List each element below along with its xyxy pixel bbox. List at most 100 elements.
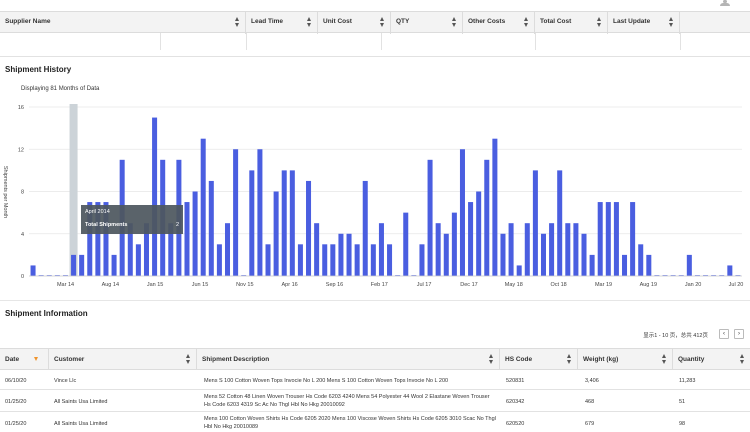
bar[interactable] <box>265 244 271 276</box>
bar[interactable] <box>484 159 490 276</box>
bar[interactable] <box>257 149 263 276</box>
column-hs-code[interactable]: HS Code <box>500 349 578 370</box>
table-row[interactable]: 01/25/20 All Saints Usa Limited Mens 52 … <box>0 390 750 412</box>
bar[interactable] <box>646 254 652 277</box>
bar[interactable] <box>557 170 563 277</box>
bar[interactable] <box>289 170 295 277</box>
bar[interactable] <box>435 223 441 276</box>
bar[interactable] <box>200 138 206 276</box>
column-lead-time[interactable]: Lead Time <box>246 12 318 34</box>
bar[interactable] <box>30 265 36 276</box>
column-weight[interactable]: Weight (kg) <box>578 349 673 370</box>
sort-icon[interactable] <box>489 354 494 365</box>
column-other-costs[interactable]: Other Costs <box>463 12 535 34</box>
bar[interactable] <box>589 254 595 277</box>
bar[interactable] <box>338 233 344 276</box>
sort-desc-icon[interactable] <box>34 357 38 361</box>
bar[interactable] <box>686 254 692 277</box>
user-icon[interactable] <box>720 0 730 6</box>
bar[interactable] <box>451 212 457 277</box>
bar[interactable] <box>54 275 60 276</box>
sort-icon[interactable] <box>524 17 529 28</box>
bar[interactable] <box>62 275 68 276</box>
column-supplier-name[interactable]: Supplier Name <box>0 12 246 34</box>
bar[interactable] <box>565 223 571 276</box>
sort-icon[interactable] <box>380 17 385 28</box>
bar[interactable] <box>330 244 336 276</box>
bar[interactable] <box>735 275 741 276</box>
bar[interactable] <box>103 202 109 276</box>
column-qty[interactable]: QTY <box>391 12 463 34</box>
sort-icon[interactable] <box>567 354 572 365</box>
column-date[interactable]: Date <box>0 349 49 370</box>
bar[interactable] <box>654 275 660 276</box>
bar[interactable] <box>492 138 498 276</box>
bar[interactable] <box>135 244 141 276</box>
bar[interactable] <box>670 275 676 276</box>
bar[interactable] <box>508 223 514 276</box>
prev-page-button[interactable]: ‹ <box>719 329 729 339</box>
sort-icon[interactable] <box>662 354 667 365</box>
sort-icon[interactable] <box>186 354 191 365</box>
bar[interactable] <box>419 244 425 276</box>
bar[interactable] <box>152 117 158 276</box>
bar[interactable] <box>216 244 222 276</box>
bar[interactable] <box>476 191 482 277</box>
bar[interactable] <box>662 275 668 276</box>
bar[interactable] <box>322 244 328 276</box>
bar[interactable] <box>354 244 360 276</box>
bar[interactable] <box>597 202 603 276</box>
bar[interactable] <box>127 223 133 276</box>
bar[interactable] <box>427 159 433 276</box>
bar[interactable] <box>622 254 628 277</box>
bar[interactable] <box>549 223 555 276</box>
bar[interactable] <box>638 244 644 276</box>
bar[interactable] <box>38 275 44 276</box>
column-last-update[interactable]: Last Update <box>608 12 680 34</box>
bar[interactable] <box>411 275 417 276</box>
bar[interactable] <box>678 275 684 276</box>
bar[interactable] <box>468 202 474 276</box>
column-description[interactable]: Shipment Description <box>197 349 500 370</box>
bar[interactable] <box>719 275 725 276</box>
bar[interactable] <box>378 223 384 276</box>
bar[interactable] <box>306 180 312 276</box>
bar[interactable] <box>95 202 101 276</box>
bar[interactable] <box>233 149 239 276</box>
next-page-button[interactable]: › <box>734 329 744 339</box>
column-customer[interactable]: Customer <box>49 349 197 370</box>
bar[interactable] <box>314 223 320 276</box>
column-unit-cost[interactable]: Unit Cost <box>318 12 391 34</box>
bar[interactable] <box>605 202 611 276</box>
bar[interactable] <box>208 180 214 276</box>
bar[interactable] <box>281 170 287 277</box>
bar[interactable] <box>71 254 77 277</box>
bar[interactable] <box>443 233 449 276</box>
bar[interactable] <box>613 202 619 276</box>
bar[interactable] <box>516 265 522 276</box>
bar[interactable] <box>540 233 546 276</box>
bar[interactable] <box>79 254 85 277</box>
bar[interactable] <box>532 170 538 277</box>
bar[interactable] <box>249 170 255 277</box>
bar[interactable] <box>500 233 506 276</box>
bar[interactable] <box>87 202 93 276</box>
sort-icon[interactable] <box>740 354 745 365</box>
bar[interactable] <box>224 223 231 276</box>
bar[interactable] <box>370 244 376 276</box>
table-row[interactable]: 06/10/20 Vince Llc Mens S 100 Cotton Wov… <box>0 370 750 390</box>
bar[interactable] <box>395 275 401 276</box>
sort-icon[interactable] <box>669 17 674 28</box>
bar[interactable] <box>168 223 174 276</box>
bar[interactable] <box>184 202 190 276</box>
bar[interactable] <box>403 212 409 277</box>
table-row[interactable]: 01/25/20 All Saints Usa Limited Mens 100… <box>0 412 750 432</box>
bar[interactable] <box>581 233 587 276</box>
column-quantity[interactable]: Quantity <box>673 349 750 370</box>
bar[interactable] <box>711 275 717 276</box>
sort-icon[interactable] <box>235 17 240 28</box>
bar[interactable] <box>111 254 117 277</box>
bar[interactable] <box>387 244 393 276</box>
bar[interactable] <box>694 275 700 276</box>
sort-icon[interactable] <box>452 17 457 28</box>
